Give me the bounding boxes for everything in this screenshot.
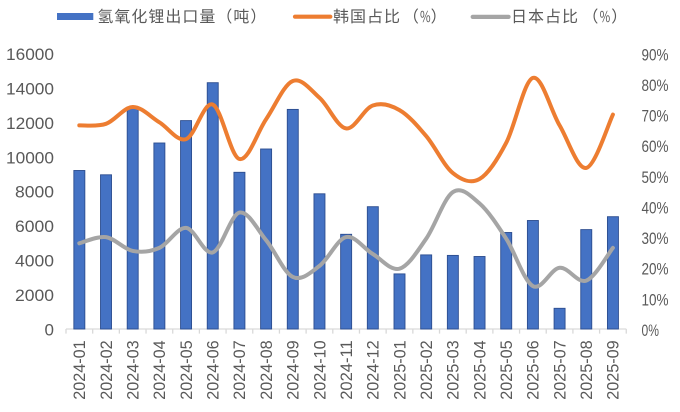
svg-text:6000: 6000 (15, 217, 54, 236)
svg-text:20%: 20% (642, 260, 669, 279)
svg-text:12000: 12000 (6, 114, 54, 133)
svg-text:2025-01: 2025-01 (390, 340, 409, 400)
svg-text:70%: 70% (642, 106, 669, 125)
svg-text:2024-05: 2024-05 (177, 340, 196, 400)
svg-text:0%: 0% (642, 321, 660, 340)
svg-text:2024-02: 2024-02 (97, 340, 116, 400)
svg-text:2025-05: 2025-05 (497, 340, 516, 400)
svg-text:30%: 30% (642, 229, 669, 248)
svg-text:60%: 60% (642, 137, 669, 156)
svg-text:2025-06: 2025-06 (524, 340, 543, 400)
svg-text:2024-06: 2024-06 (204, 340, 223, 400)
svg-text:4000: 4000 (15, 252, 54, 271)
svg-text:2025-03: 2025-03 (444, 340, 463, 400)
svg-text:2024-11: 2024-11 (337, 340, 356, 400)
svg-text:10%: 10% (642, 290, 669, 309)
svg-text:14000: 14000 (6, 79, 54, 98)
svg-text:2025-02: 2025-02 (417, 340, 436, 400)
svg-text:2025-04: 2025-04 (470, 340, 489, 400)
svg-text:2024-09: 2024-09 (284, 340, 303, 400)
svg-text:40%: 40% (642, 198, 669, 217)
svg-text:50%: 50% (642, 168, 669, 187)
svg-text:2024-03: 2024-03 (124, 340, 143, 400)
svg-text:2025-09: 2025-09 (604, 340, 623, 400)
svg-text:2024-07: 2024-07 (230, 340, 249, 400)
svg-text:2025-07: 2025-07 (550, 340, 569, 400)
svg-text:10000: 10000 (6, 148, 54, 167)
svg-text:2024-08: 2024-08 (257, 340, 276, 400)
svg-text:80%: 80% (642, 76, 669, 95)
svg-text:2024-12: 2024-12 (364, 340, 383, 400)
svg-text:16000: 16000 (6, 45, 54, 64)
svg-text:8000: 8000 (15, 183, 54, 202)
svg-text:0: 0 (45, 321, 54, 340)
svg-text:2000: 2000 (15, 286, 54, 305)
svg-text:90%: 90% (642, 45, 669, 64)
svg-text:2025-08: 2025-08 (577, 340, 596, 400)
svg-text:2024-01: 2024-01 (70, 340, 89, 400)
svg-text:2024-10: 2024-10 (310, 340, 329, 400)
svg-text:2024-04: 2024-04 (150, 340, 169, 400)
